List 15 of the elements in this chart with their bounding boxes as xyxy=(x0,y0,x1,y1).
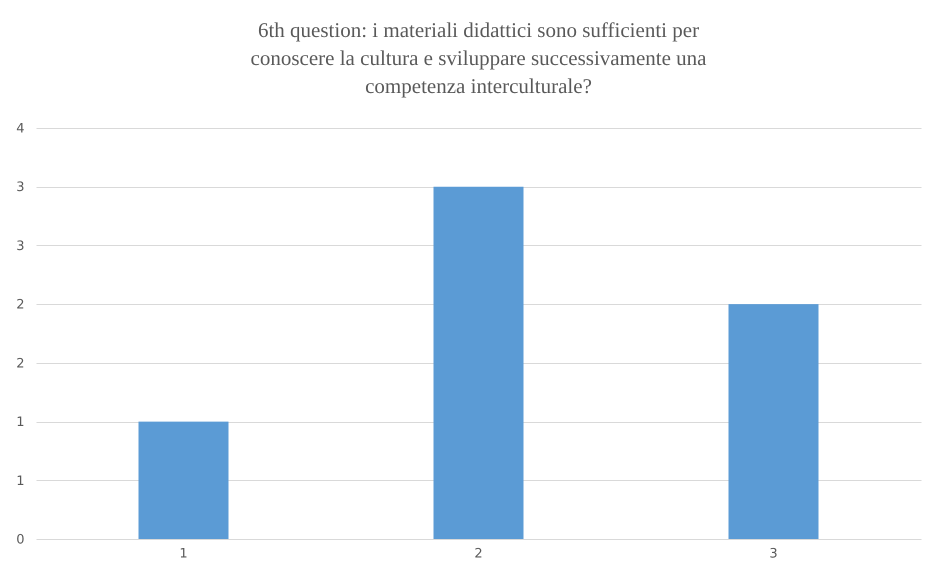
y-tick-label: 1 xyxy=(16,474,24,489)
y-tick-label: 0 xyxy=(16,532,24,548)
bar xyxy=(138,422,228,539)
y-tick-label: 2 xyxy=(16,298,24,313)
x-tick-label: 3 xyxy=(769,546,778,562)
y-tick-label: 3 xyxy=(16,238,24,254)
bar xyxy=(728,304,818,539)
chart-title: 6th question: i materiali didattici sono sufficienti per conoscere la cultura e sviluppare successivamente una competenza interculturale? xyxy=(250,18,708,98)
y-tick-label: 2 xyxy=(16,356,24,372)
y-tick-label: 4 xyxy=(16,122,24,136)
x-tick-label: 1 xyxy=(179,546,188,562)
bar xyxy=(434,186,524,539)
y-tick-label: 1 xyxy=(16,415,24,430)
x-tick-label: 2 xyxy=(474,546,483,562)
y-tick-label: 3 xyxy=(16,180,24,196)
